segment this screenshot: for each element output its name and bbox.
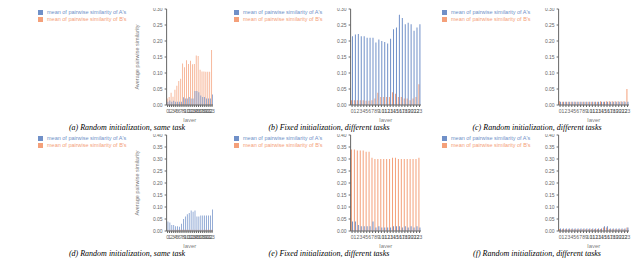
- svg-text:0.00: 0.00: [337, 102, 347, 108]
- svg-text:0.10: 0.10: [153, 70, 163, 76]
- svg-text:0.00: 0.00: [545, 102, 555, 108]
- svg-text:0.05: 0.05: [153, 216, 163, 222]
- svg-text:23: 23: [417, 108, 423, 114]
- svg-text:0.15: 0.15: [545, 192, 555, 198]
- svg-text:layer: layer: [379, 117, 392, 122]
- svg-text:0.05: 0.05: [337, 86, 347, 92]
- svg-text:0.20: 0.20: [337, 180, 347, 186]
- svg-text:0.25: 0.25: [153, 22, 163, 28]
- html-text:(b) Fixed initialization, diff: (b) Fixed initialization, different task…: [268, 123, 390, 132]
- html-text:mean of pairwise similarity of: mean of pairwise similarity of B's: [243, 142, 323, 148]
- svg-text:0.05: 0.05: [337, 216, 347, 222]
- svg-text:0.05: 0.05: [545, 86, 555, 92]
- svg-text:0.40: 0.40: [337, 134, 347, 138]
- html-text:mean of pairwise similarity of: mean of pairwise similarity of B's: [451, 16, 531, 22]
- html-text:mean of pairwise similarity of: mean of pairwise similarity of A's: [451, 9, 531, 15]
- svg-text:0.40: 0.40: [153, 134, 163, 138]
- html-text:mean of pairwise similarity of: mean of pairwise similarity of A's: [243, 135, 323, 141]
- html-text:0 1 2 3 4 5 6 7 8 9: 0 1 2 3 4 5 6 7 8 9: [166, 233, 187, 240]
- svg-text:0.15: 0.15: [153, 54, 163, 60]
- svg-text:0.10: 0.10: [545, 70, 555, 76]
- svg-text:0.30: 0.30: [337, 156, 347, 162]
- svg-text:0.20: 0.20: [153, 180, 163, 186]
- html-text:(e) Fixed initialization, diff: (e) Fixed initialization, different task…: [268, 249, 390, 258]
- svg-text:0.30: 0.30: [153, 8, 163, 12]
- svg-text:0.10: 0.10: [337, 70, 347, 76]
- svg-text:0.05: 0.05: [545, 216, 555, 222]
- svg-text:layer: layer: [587, 243, 600, 248]
- html-text:mean of pairwise similarity of: mean of pairwise similarity of B's: [47, 142, 127, 148]
- svg-text:23: 23: [625, 234, 631, 240]
- html-text:mean of pairwise similarity of: mean of pairwise similarity of A's: [47, 9, 127, 15]
- html-text:0 1 2 3 4 5 6 7 8 9: 0 1 2 3 4 5 6 7 8 9: [166, 107, 187, 114]
- svg-text:layer: layer: [183, 117, 196, 122]
- svg-text:0.35: 0.35: [153, 144, 163, 150]
- html-text:mean of pairwise similarity of: mean of pairwise similarity of A's: [243, 9, 323, 15]
- html-text:0 1 2 3 4 5 6 7 8 9 10: 0 1 2 3 4 5 6 7 8 9 10: [558, 233, 593, 240]
- svg-text:23: 23: [209, 108, 215, 114]
- svg-text:0.15: 0.15: [337, 192, 347, 198]
- html-text:(c) Random initialization, dif: (c) Random initialization, different tas…: [472, 123, 602, 132]
- svg-text:23: 23: [209, 234, 215, 240]
- svg-text:0.15: 0.15: [337, 54, 347, 60]
- svg-text:0.25: 0.25: [337, 22, 347, 28]
- html-text:mean of pairwise similarity of: mean of pairwise similarity of B's: [243, 16, 323, 22]
- svg-text:0.10: 0.10: [337, 204, 347, 210]
- svg-text:23: 23: [417, 234, 423, 240]
- svg-text:0.35: 0.35: [545, 144, 555, 150]
- svg-text:Average pairwise similarity: Average pairwise similarity: [134, 150, 140, 215]
- html-text:mean of pairwise similarity of: mean of pairwise similarity of B's: [451, 142, 531, 148]
- html-text:0 1 2 3 4 5 6 7 8 9 10: 0 1 2 3 4 5 6 7 8 9 10: [350, 233, 385, 240]
- svg-text:0.25: 0.25: [545, 22, 555, 28]
- svg-text:0.00: 0.00: [545, 228, 555, 234]
- svg-text:0.25: 0.25: [545, 168, 555, 174]
- svg-text:0.35: 0.35: [337, 144, 347, 150]
- html-text:mean of pairwise similarity of: mean of pairwise similarity of A's: [47, 135, 127, 141]
- html-text:mean of pairwise similarity of: mean of pairwise similarity of A's: [451, 135, 531, 141]
- svg-text:0.30: 0.30: [545, 156, 555, 162]
- svg-text:0.20: 0.20: [545, 180, 555, 186]
- svg-text:0.00: 0.00: [153, 102, 163, 108]
- svg-text:0.15: 0.15: [153, 192, 163, 198]
- svg-text:0.20: 0.20: [153, 38, 163, 44]
- svg-text:0.30: 0.30: [337, 8, 347, 12]
- svg-text:0.30: 0.30: [153, 156, 163, 162]
- svg-text:23: 23: [625, 108, 631, 114]
- html-text:(a) Random initialization, sam: (a) Random initialization, same task: [68, 123, 186, 132]
- svg-text:0.00: 0.00: [153, 228, 163, 234]
- svg-text:layer: layer: [379, 243, 392, 248]
- svg-text:0.15: 0.15: [545, 54, 555, 60]
- svg-text:0.20: 0.20: [337, 38, 347, 44]
- svg-text:0.25: 0.25: [153, 168, 163, 174]
- html-text:0 1 2 3 4 5 6 7 8 9 10: 0 1 2 3 4 5 6 7 8 9 10: [558, 107, 593, 114]
- svg-text:0.25: 0.25: [337, 168, 347, 174]
- html-text:0 1 2 3 4 5 6 7 8 9 10: 0 1 2 3 4 5 6 7 8 9 10: [350, 107, 385, 114]
- svg-text:layer: layer: [183, 243, 196, 248]
- html-text:(d) Random initialization, sam: (d) Random initialization, same task: [68, 249, 186, 258]
- svg-text:0.30: 0.30: [545, 8, 555, 12]
- html-text:(f) Random initialization, dif: (f) Random initialization, different tas…: [473, 249, 601, 258]
- svg-text:0.05: 0.05: [153, 86, 163, 92]
- svg-text:0.10: 0.10: [153, 204, 163, 210]
- svg-text:0.10: 0.10: [545, 204, 555, 210]
- svg-text:layer: layer: [587, 117, 600, 122]
- svg-text:Average pairwise similarity: Average pairwise similarity: [134, 24, 140, 89]
- svg-text:0.20: 0.20: [545, 38, 555, 44]
- svg-text:0.40: 0.40: [545, 134, 555, 138]
- html-text:mean of pairwise similarity of: mean of pairwise similarity of B's: [47, 16, 127, 22]
- svg-text:0.00: 0.00: [337, 228, 347, 234]
